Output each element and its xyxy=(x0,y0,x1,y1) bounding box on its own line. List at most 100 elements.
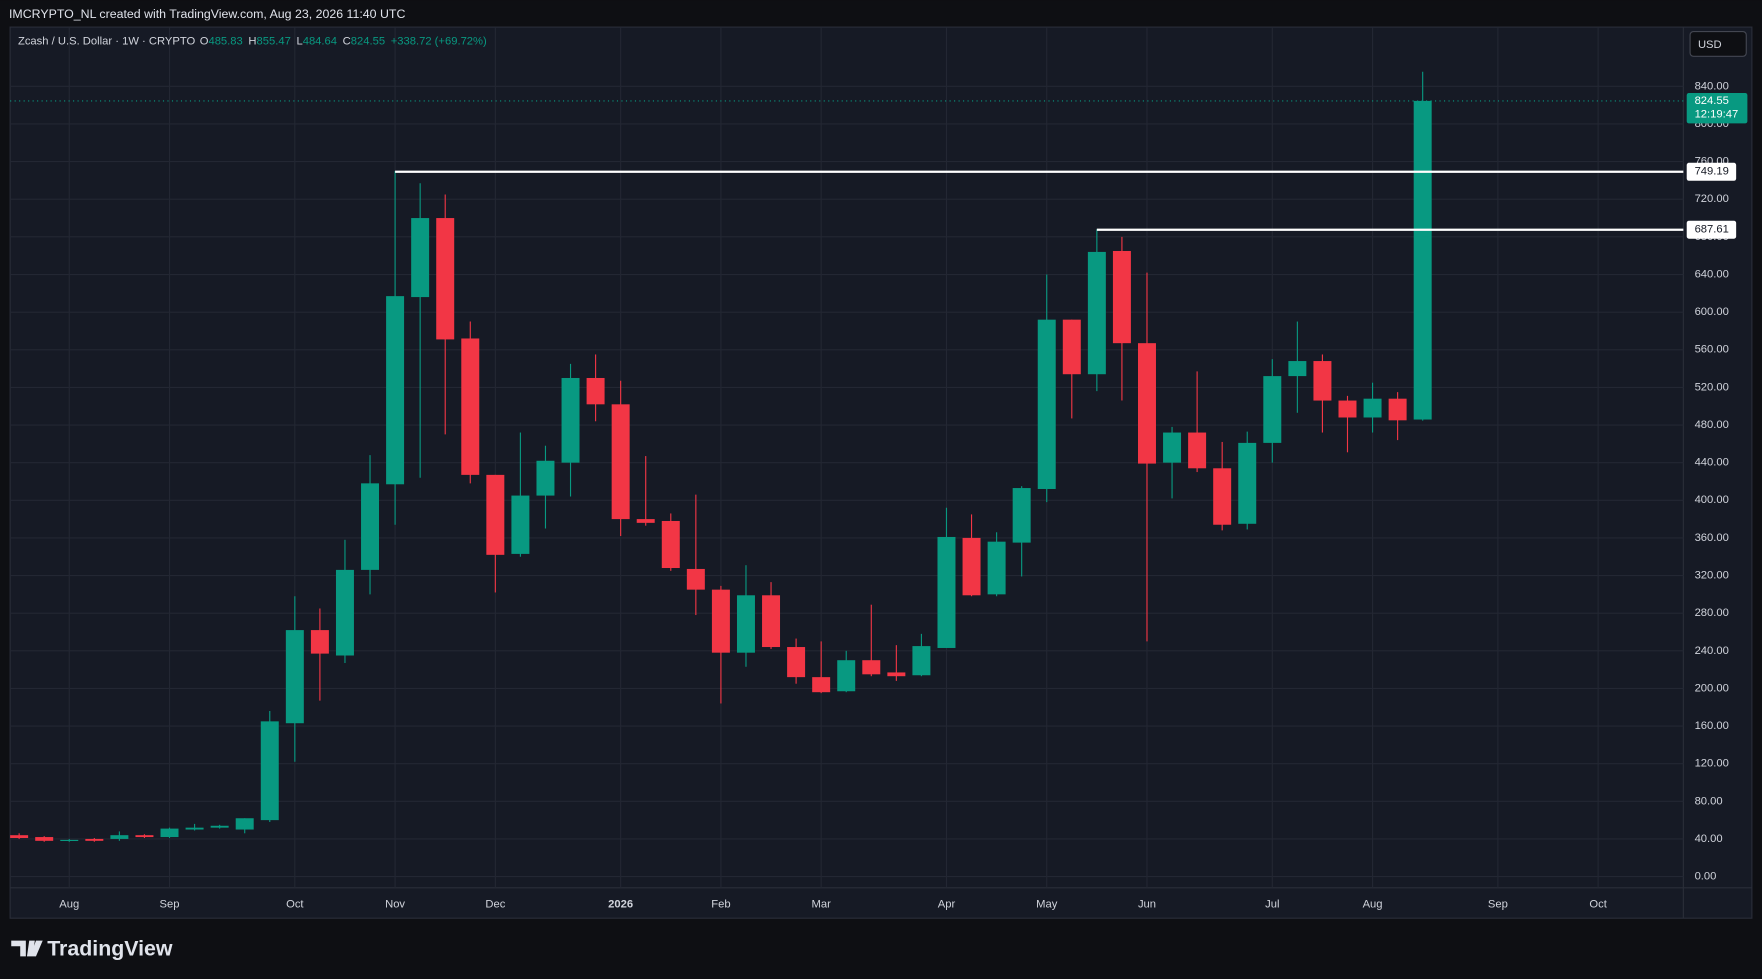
candle-body xyxy=(736,595,755,653)
y-tick-label: 40.00 xyxy=(1695,833,1723,845)
y-tick-label: 0.00 xyxy=(1695,871,1717,883)
candle-body xyxy=(411,218,430,298)
candle-body xyxy=(486,474,505,555)
x-tick-label: Oct xyxy=(1589,899,1607,911)
candle-body xyxy=(1213,468,1232,525)
ohlc-label: O xyxy=(200,36,209,48)
candle-body xyxy=(185,827,204,830)
y-tick-label: 800.00 xyxy=(1695,118,1729,130)
x-tick-label: Nov xyxy=(385,899,405,911)
ohlc-value: 855.47 xyxy=(257,36,291,48)
currency-label[interactable]: USD xyxy=(1698,39,1722,51)
candle-body xyxy=(1388,398,1407,421)
candle-body xyxy=(1313,361,1332,401)
candle-body xyxy=(210,825,229,828)
candle-body xyxy=(636,519,655,523)
change-value: +338.72 (+69.72%) xyxy=(391,36,487,48)
y-tick-label: 80.00 xyxy=(1695,795,1723,807)
candle-body xyxy=(987,541,1006,595)
ohlc-value: 485.83 xyxy=(208,36,242,48)
x-tick-label: Feb xyxy=(711,899,730,911)
candle-body xyxy=(260,721,279,821)
candle-body xyxy=(461,338,480,475)
candle-body xyxy=(1112,250,1131,344)
candle-body xyxy=(686,568,705,590)
candle-body xyxy=(335,569,354,656)
candle-body xyxy=(1188,432,1207,469)
y-tick-label: 440.00 xyxy=(1695,457,1729,469)
candle-body xyxy=(285,630,304,724)
level-tag xyxy=(1686,162,1737,181)
y-tick-label: 360.00 xyxy=(1695,532,1729,544)
candle-body xyxy=(511,495,530,554)
x-tick-label: Sep xyxy=(160,899,180,911)
ohlc-value: 484.64 xyxy=(303,36,337,48)
candles xyxy=(10,71,1432,842)
candle-body xyxy=(160,828,179,838)
y-tick-label: 160.00 xyxy=(1695,720,1729,732)
legend: Zcash / U.S. Dollar · 1W · CRYPTO O 485.8… xyxy=(18,36,487,48)
price-tag-label: 824.55 xyxy=(1695,95,1729,107)
candle-body xyxy=(1338,400,1357,418)
candle-body xyxy=(1137,343,1156,464)
chart-frame xyxy=(9,26,1753,919)
x-tick-label: Apr xyxy=(938,899,956,911)
currency-button[interactable] xyxy=(1689,31,1747,57)
candle-body xyxy=(1012,488,1031,543)
candle-body xyxy=(837,660,856,692)
header: IMCRYPTO_NL created with TradingView.com… xyxy=(9,7,405,21)
y-tick-label: 240.00 xyxy=(1695,645,1729,657)
x-tick-label: Jun xyxy=(1138,899,1156,911)
x-tick-label: Aug xyxy=(59,899,79,911)
candle-body xyxy=(35,837,54,841)
candle-body xyxy=(386,296,405,485)
x-tick-label: May xyxy=(1036,899,1058,911)
y-tick-label: 640.00 xyxy=(1695,268,1729,280)
y-tick-label: 720.00 xyxy=(1695,193,1729,205)
y-tick-label: 280.00 xyxy=(1695,607,1729,619)
countdown: 12:19:47 xyxy=(1695,108,1739,120)
logo-text: TradingView xyxy=(47,936,173,960)
y-tick-label: 320.00 xyxy=(1695,570,1729,582)
candle-body xyxy=(561,377,580,463)
y-tick-label: 120.00 xyxy=(1695,758,1729,770)
candle-body xyxy=(586,377,605,405)
candle-body xyxy=(436,218,455,340)
candle-body xyxy=(611,404,630,520)
candle-body xyxy=(1288,361,1307,377)
candle-body xyxy=(135,835,154,838)
candle-body xyxy=(937,536,956,648)
x-tick-label: 2026 xyxy=(608,899,633,911)
y-tick-label: 480.00 xyxy=(1695,419,1729,431)
candle-body xyxy=(235,818,254,830)
candle-body xyxy=(361,483,380,570)
candle-body xyxy=(110,835,129,839)
candle-body xyxy=(912,646,931,676)
symbol-title: Zcash / U.S. Dollar · 1W · CRYPTO xyxy=(18,36,196,48)
candle-body xyxy=(1238,442,1257,524)
candle-body xyxy=(10,835,29,839)
level-tag xyxy=(1686,220,1737,239)
price-tag xyxy=(1686,93,1748,124)
candle-body xyxy=(887,672,906,677)
candle-body xyxy=(1062,319,1081,375)
candle-body xyxy=(762,595,781,648)
y-tick-label: 600.00 xyxy=(1695,306,1729,318)
ohlc-label: H xyxy=(248,36,256,48)
candle-body xyxy=(812,677,831,693)
x-tick-label: Aug xyxy=(1363,899,1383,911)
candle-body xyxy=(536,460,555,496)
x-tick-label: Dec xyxy=(485,899,505,911)
x-tick-label: Oct xyxy=(286,899,304,911)
ohlc-label: L xyxy=(296,36,302,48)
candle-body xyxy=(787,647,806,678)
candle-body xyxy=(85,838,104,841)
candle-body xyxy=(1413,100,1432,420)
candle-body xyxy=(60,839,79,842)
candle-body xyxy=(661,520,680,569)
candle-body xyxy=(862,660,881,675)
x-tick-label: Sep xyxy=(1488,899,1508,911)
x-tick-label: Mar xyxy=(811,899,831,911)
